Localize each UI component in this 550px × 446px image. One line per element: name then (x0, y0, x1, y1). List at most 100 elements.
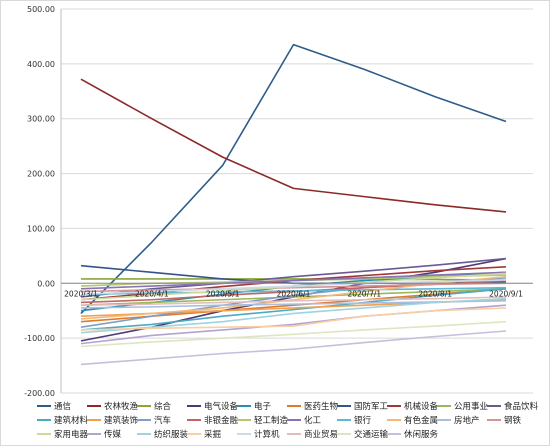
legend-item: 银行 (337, 413, 371, 426)
legend-label: 家用电器 (54, 429, 89, 440)
legend-swatch (87, 418, 101, 421)
y-tick-label: 200.00 (27, 170, 55, 179)
series-line (80, 271, 507, 290)
legend-item: 轻工制造 (237, 413, 288, 426)
legend-swatch (287, 404, 301, 407)
y-tick-label: 300.00 (27, 115, 55, 124)
legend-swatch (337, 404, 351, 407)
legend-item: 钢铁 (487, 413, 521, 426)
series-line (80, 297, 507, 334)
x-tick-label: 2020/3/1 (64, 289, 98, 298)
legend-item: 非银金融 (187, 413, 238, 426)
legend-item: 休闲服务 (387, 427, 438, 440)
x-tick-label: 2020/5/1 (206, 289, 240, 298)
legend-swatch (337, 432, 351, 435)
series-line (80, 287, 507, 307)
series-line (80, 296, 507, 307)
x-tick-label: 2020/9/1 (489, 289, 523, 298)
legend-swatch (487, 404, 501, 407)
legend-label: 汽车 (154, 415, 172, 426)
legend-item: 国防军工 (337, 399, 388, 412)
legend-item: 有色金属 (387, 413, 438, 426)
series-line (80, 320, 507, 348)
legend-item: 交通运输 (337, 427, 388, 440)
legend-label: 化工 (304, 415, 322, 426)
legend-item: 电气设备 (187, 399, 238, 412)
legend-swatch (187, 418, 201, 421)
legend-label: 国防军工 (354, 401, 389, 412)
legend-item: 化工 (287, 413, 321, 426)
legend-swatch (337, 418, 351, 421)
legend-swatch (137, 418, 151, 421)
legend-item: 农林牧渔 (87, 399, 138, 412)
legend-label: 建筑装饰 (104, 415, 139, 426)
legend-item: 通信 (37, 399, 71, 412)
legend-item: 公用事业 (437, 399, 488, 412)
y-tick-label: 100.00 (27, 224, 55, 233)
x-tick-label: 2020/6/1 (277, 289, 311, 298)
legend-swatch (387, 418, 401, 421)
legend-swatch (237, 432, 251, 435)
legend-swatch (87, 404, 101, 407)
legend-item: 家用电器 (37, 427, 88, 440)
legend-item: 房地产 (437, 413, 480, 426)
legend-label: 休闲服务 (404, 429, 439, 440)
x-tick-label: 2020/7/1 (347, 289, 381, 298)
line-chart: 500.00 400.00 300.00 200.00 100.00 0.00 -100.0… (24, 5, 533, 398)
legend-swatch (387, 432, 401, 435)
gridlines (61, 8, 533, 394)
x-tick-label: 2020/8/1 (418, 289, 452, 298)
legend-label: 纺织服装 (154, 429, 189, 440)
y-tick-label: 400.00 (27, 60, 55, 69)
legend-swatch (237, 404, 251, 407)
legend-label: 食品饮料 (504, 401, 539, 412)
legend-swatch (487, 418, 501, 421)
series-line (80, 257, 507, 298)
legend-label: 机械设备 (404, 401, 439, 412)
legend-swatch (37, 404, 51, 407)
legend-label: 商业贸易 (304, 429, 339, 440)
legend-item: 商业贸易 (287, 427, 338, 440)
x-axis: 2020/3/1 2020/4/1 2020/5/1 2020/6/1 2020/7/1… (61, 282, 533, 298)
series-lines (80, 43, 507, 366)
series-line (80, 286, 507, 296)
legend-label: 交通运输 (354, 429, 389, 440)
legend-swatch (237, 418, 251, 421)
legend-swatch (137, 432, 151, 435)
legend-label: 轻工制造 (254, 415, 289, 426)
legend-swatch (437, 418, 451, 421)
legend-item: 医药生物 (287, 399, 338, 412)
legend-item: 综合 (137, 399, 171, 412)
legend-swatch (387, 404, 401, 407)
legend-swatch (287, 418, 301, 421)
legend-swatch (37, 418, 51, 421)
y-axis: 500.00 400.00 300.00 200.00 100.00 0.00 -100.0… (24, 5, 62, 398)
legend-label: 医药生物 (304, 401, 339, 412)
series-line (80, 287, 507, 331)
series-line (80, 307, 507, 331)
legend-swatch (187, 404, 201, 407)
legend-item: 纺织服装 (137, 427, 188, 440)
legend-label: 公用事业 (454, 401, 489, 412)
legend-label: 建筑材料 (54, 415, 89, 426)
legend-label: 计算机 (254, 429, 280, 440)
y-tick-label: 0.00 (37, 279, 55, 288)
legend-label: 综合 (154, 401, 172, 412)
legend-item: 建筑装饰 (87, 413, 138, 426)
series-line (80, 78, 507, 213)
legend-item: 计算机 (237, 427, 280, 440)
legend-label: 钢铁 (504, 415, 522, 426)
legend-item: 汽车 (137, 413, 171, 426)
legend-swatch (137, 404, 151, 407)
series-line (81, 278, 507, 281)
legend-swatch (87, 432, 101, 435)
legend-label: 银行 (354, 415, 372, 426)
series-line (80, 330, 507, 366)
legend-label: 农林牧渔 (104, 401, 139, 412)
legend-item: 采掘 (187, 427, 221, 440)
legend-label: 电子 (254, 401, 272, 412)
legend-item: 传媒 (87, 427, 121, 440)
legend-item: 食品饮料 (487, 399, 538, 412)
legend-label: 通信 (54, 401, 72, 412)
